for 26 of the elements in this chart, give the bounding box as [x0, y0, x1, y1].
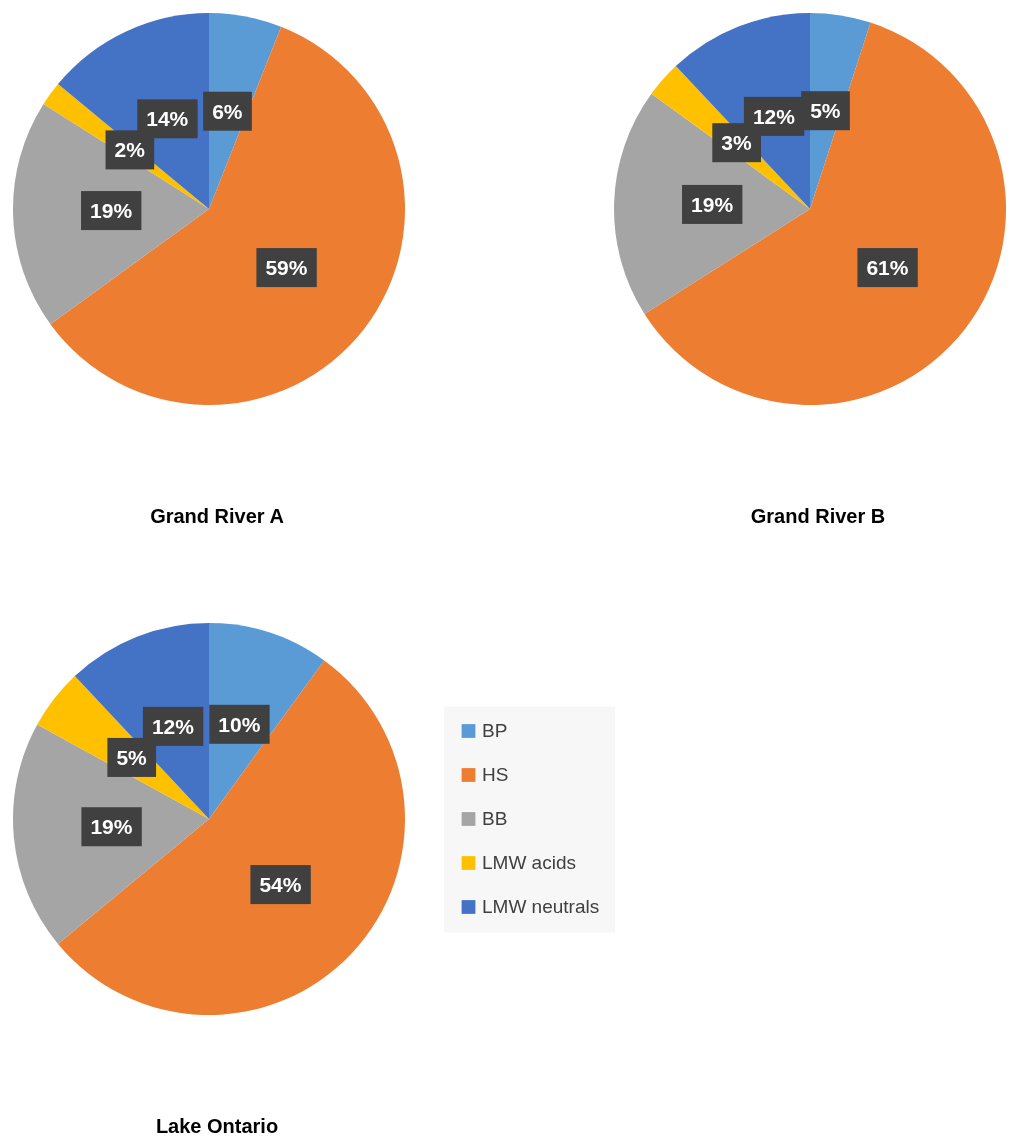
- text: Grand River A: [150, 505, 284, 527]
- data-label: 54%: [259, 873, 302, 897]
- data-label: 12%: [752, 104, 796, 128]
- data-label: 3%: [721, 131, 752, 155]
- legend-label: BP: [482, 720, 508, 741]
- pie-slice: [644, 22, 1006, 405]
- legend-label: HS: [482, 764, 509, 785]
- data-label: 19%: [90, 815, 133, 839]
- legend-label: LMW neutrals: [482, 896, 600, 917]
- text: Lake Ontario: [155, 1115, 279, 1137]
- text: Grand River B: [750, 505, 886, 527]
- data-label: 2%: [114, 138, 146, 162]
- data-label: 19%: [90, 199, 133, 223]
- data-label: 5%: [810, 99, 841, 123]
- pie-slice: [50, 26, 405, 405]
- data-label: 6%: [212, 99, 243, 123]
- data-label: 5%: [116, 745, 148, 769]
- legend-label: BB: [482, 808, 508, 829]
- legend-label: LMW acids: [482, 852, 576, 873]
- pie-slice: [57, 660, 405, 1015]
- data-label: 59%: [265, 256, 308, 280]
- data-label: 61%: [866, 256, 909, 280]
- data-label: 12%: [151, 714, 195, 738]
- data-label: 10%: [218, 712, 261, 736]
- data-label: 19%: [691, 192, 734, 216]
- data-label: 14%: [146, 107, 189, 131]
